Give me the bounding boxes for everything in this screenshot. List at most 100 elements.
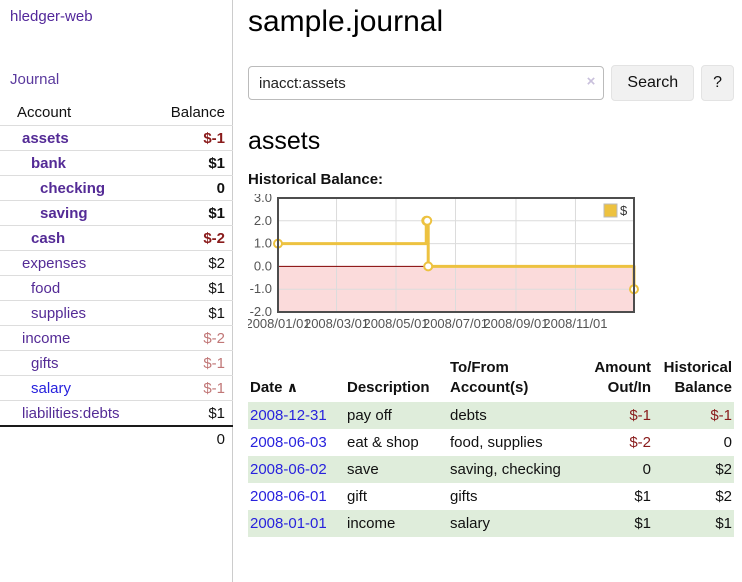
- balance-col-header: Balance: [170, 104, 225, 122]
- transaction-amount: $-2: [629, 434, 651, 451]
- svg-text:-2.0: -2.0: [250, 304, 272, 319]
- account-balance: $1: [153, 274, 233, 300]
- account-link-expenses[interactable]: expenses: [22, 254, 87, 272]
- brand-link[interactable]: hledger-web: [10, 8, 93, 25]
- account-row: supplies $1: [0, 299, 233, 325]
- svg-text:$: $: [620, 203, 628, 218]
- transaction-description: pay off: [345, 402, 448, 429]
- transaction-description: income: [345, 510, 448, 537]
- amount-column-header: Amount Out/In: [594, 359, 651, 396]
- account-balance: $1: [153, 149, 233, 175]
- account-row: gifts $-1: [0, 349, 233, 375]
- transaction-accounts: gifts: [450, 488, 478, 505]
- account-balance: $-2: [153, 324, 233, 350]
- account-row: cash $-2: [0, 224, 233, 250]
- svg-text:2008/07/01: 2008/07/01: [423, 316, 488, 331]
- transaction-description: gift: [347, 488, 368, 505]
- account-link-supplies[interactable]: supplies: [31, 304, 87, 322]
- transaction-description: eat & shop: [347, 434, 419, 451]
- account-link-salary[interactable]: salary: [31, 379, 72, 397]
- svg-text:1.0: 1.0: [254, 236, 272, 251]
- register-row: 2008-06-03 eat & shop food, supplies $-2…: [248, 429, 734, 456]
- page-title: sample.journal: [248, 5, 444, 38]
- account-row: expenses $2: [0, 249, 233, 275]
- account-link-assets[interactable]: assets: [22, 129, 69, 147]
- account-link-cash[interactable]: cash: [31, 229, 66, 247]
- account-balance: $-1: [153, 374, 233, 400]
- transaction-balance: $2: [715, 488, 732, 505]
- description-column-header: Description: [347, 379, 430, 396]
- account-row: assets $-1: [0, 124, 233, 150]
- svg-text:2008/05/01: 2008/05/01: [363, 316, 428, 331]
- account-heading: assets: [248, 127, 321, 155]
- search-input[interactable]: [248, 66, 605, 100]
- svg-text:2008/11/01: 2008/11/01: [543, 316, 607, 331]
- account-balance: 0: [153, 174, 233, 200]
- accounts-col-header: Account: [17, 104, 72, 122]
- transaction-description: save: [345, 456, 448, 483]
- accounts-total-row: 0: [0, 424, 233, 451]
- date-column-header[interactable]: Date ∧: [250, 379, 299, 396]
- chart-title: Historical Balance:: [248, 171, 384, 188]
- register-row: 2008-06-01 gift gifts $1 $2: [248, 483, 734, 510]
- account-balance: $-1: [153, 349, 233, 375]
- account-row: liabilities:debts $1: [0, 399, 233, 426]
- account-balance: $1: [153, 299, 233, 325]
- account-link-income[interactable]: income: [22, 329, 71, 347]
- account-link-bank[interactable]: bank: [31, 154, 67, 172]
- accounts-column-header: To/From Account(s): [450, 359, 529, 396]
- register-row: 2008-06-02 save saving, checking 0 $2: [248, 456, 734, 483]
- transaction-date-link[interactable]: 2008-06-02: [250, 461, 327, 478]
- transaction-amount: $1: [581, 510, 653, 537]
- svg-text:2008/01/01: 2008/01/01: [248, 316, 311, 331]
- register-header-row: Date ∧ Description To/From Account(s) Am…: [248, 356, 734, 402]
- svg-text:2.0: 2.0: [254, 213, 272, 228]
- transaction-balance: 0: [723, 434, 732, 451]
- svg-text:2008/03/01: 2008/03/01: [304, 316, 369, 331]
- account-row: income $-2: [0, 324, 233, 350]
- svg-text:0.0: 0.0: [254, 258, 272, 273]
- transaction-amount: $1: [634, 488, 651, 505]
- account-link-checking[interactable]: checking: [40, 179, 106, 197]
- clear-search-icon[interactable]: ×: [586, 73, 596, 90]
- balance-column-header: Historical Balance: [663, 359, 732, 396]
- historical-balance-chart: 3.0 2.0 1.0 0.0 -1.0 -2.02008/01/012008/03/01…: [245, 190, 639, 331]
- account-row: food $1: [0, 274, 233, 300]
- transaction-accounts: debts: [448, 402, 581, 429]
- search-button[interactable]: Search: [611, 65, 695, 101]
- account-balance: $-1: [153, 124, 233, 150]
- transaction-date-link[interactable]: 2008-12-31: [250, 407, 327, 424]
- svg-text:3.0: 3.0: [254, 194, 272, 205]
- sidebar-item-journal[interactable]: Journal: [10, 71, 60, 88]
- search-form: × Search ?: [248, 65, 734, 101]
- transaction-date-link[interactable]: 2008-01-01: [250, 515, 327, 532]
- transaction-date-link[interactable]: 2008-06-03: [250, 434, 327, 451]
- help-button[interactable]: ?: [701, 65, 734, 101]
- main-content: sample.journal × Search ? assets Histori…: [245, 0, 734, 537]
- transaction-date-link[interactable]: 2008-06-01: [250, 488, 327, 505]
- account-balance: $1: [153, 399, 233, 426]
- register-table: Date ∧ Description To/From Account(s) Am…: [248, 356, 734, 537]
- account-balance: $1: [153, 199, 233, 225]
- transaction-amount: 0: [581, 456, 653, 483]
- transaction-balance: $1: [653, 510, 734, 537]
- svg-text:-1.0: -1.0: [250, 281, 272, 296]
- account-link-saving[interactable]: saving: [40, 204, 88, 222]
- account-row: bank $1: [0, 149, 233, 175]
- transaction-accounts: food, supplies: [450, 434, 543, 451]
- account-link-liabilities-debts[interactable]: liabilities:debts: [22, 404, 120, 422]
- account-link-gifts[interactable]: gifts: [31, 354, 59, 372]
- register-row: 2008-12-31 pay off debts $-1 $-1: [248, 402, 734, 429]
- account-row: salary $-1: [0, 374, 233, 400]
- sort-ascending-icon: ∧: [286, 379, 299, 395]
- transaction-balance: $-1: [653, 402, 734, 429]
- account-row: checking 0: [0, 174, 233, 200]
- transaction-balance: $2: [653, 456, 734, 483]
- svg-text:2008/09/01: 2008/09/01: [483, 316, 548, 331]
- account-balance: $2: [153, 249, 233, 275]
- account-row: saving $1: [0, 199, 233, 225]
- transaction-amount: $-1: [581, 402, 653, 429]
- transaction-accounts: saving, checking: [448, 456, 581, 483]
- transaction-accounts: salary: [448, 510, 581, 537]
- account-link-food[interactable]: food: [31, 279, 61, 297]
